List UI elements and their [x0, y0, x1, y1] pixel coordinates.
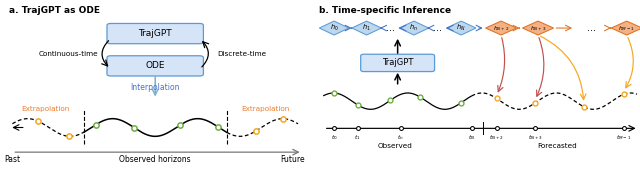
Polygon shape [447, 21, 476, 35]
Text: Continuous-time: Continuous-time [39, 50, 99, 57]
Text: ...: ... [587, 23, 596, 33]
Text: a. TrajGPT as ODE: a. TrajGPT as ODE [10, 6, 100, 15]
Text: $h_1$: $h_1$ [362, 23, 371, 33]
Text: Discrete-time: Discrete-time [217, 50, 266, 57]
Polygon shape [486, 21, 516, 35]
Polygon shape [319, 21, 349, 35]
Text: Past: Past [4, 155, 20, 164]
Text: Interpolation: Interpolation [131, 83, 180, 92]
FancyBboxPatch shape [107, 23, 204, 44]
Polygon shape [522, 21, 554, 35]
Text: $t_0$: $t_0$ [331, 133, 337, 142]
Polygon shape [352, 21, 381, 35]
Text: b. Time-specific Inference: b. Time-specific Inference [319, 6, 451, 15]
Text: Extrapolation: Extrapolation [241, 106, 289, 112]
Text: $h_{M-1}$: $h_{M-1}$ [618, 24, 635, 32]
Text: ...: ... [386, 23, 395, 33]
Text: TrajGPT: TrajGPT [382, 58, 413, 67]
Text: $h_0$: $h_0$ [330, 23, 339, 33]
Text: $t_{N+3}$: $t_{N+3}$ [527, 133, 543, 142]
Text: ODE: ODE [145, 62, 165, 70]
Text: $t_n$: $t_n$ [397, 133, 404, 142]
Text: $h_n$: $h_n$ [410, 23, 419, 33]
Text: $t_{N+2}$: $t_{N+2}$ [489, 133, 504, 142]
Text: Forecasted: Forecasted [538, 143, 577, 149]
Text: Extrapolation: Extrapolation [21, 106, 69, 112]
Text: $h_{N+2}$: $h_{N+2}$ [493, 24, 509, 32]
Text: $t_N$: $t_N$ [468, 133, 475, 142]
Polygon shape [611, 21, 640, 35]
Text: Observed: Observed [377, 143, 412, 149]
Text: $h_N$: $h_N$ [456, 23, 466, 33]
Text: Observed horizons: Observed horizons [120, 155, 191, 164]
Text: $t_{M-1}$: $t_{M-1}$ [616, 133, 632, 142]
Text: $h_{N+3}$: $h_{N+3}$ [530, 24, 546, 32]
FancyBboxPatch shape [107, 56, 204, 76]
Text: TrajGPT: TrajGPT [138, 29, 172, 38]
Text: ...: ... [433, 23, 442, 33]
Text: $t_1$: $t_1$ [355, 133, 361, 142]
Text: Future: Future [280, 155, 305, 164]
FancyBboxPatch shape [361, 54, 435, 72]
Polygon shape [399, 21, 429, 35]
